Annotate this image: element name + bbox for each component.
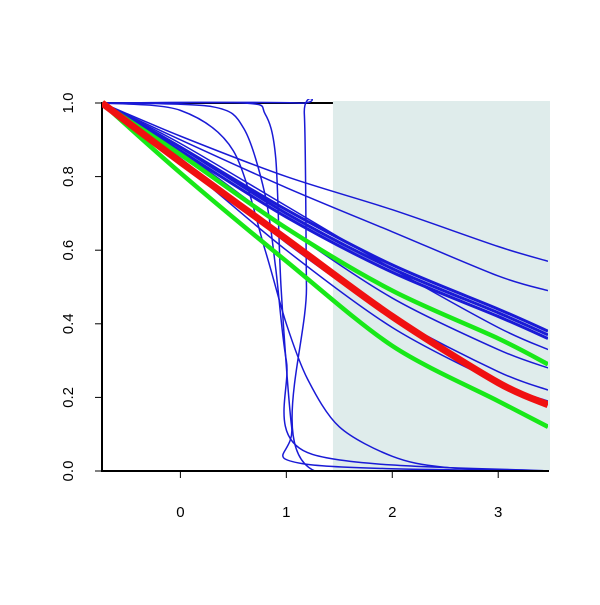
x-tick-label: 0 bbox=[176, 504, 184, 521]
x-tick-label: 1 bbox=[282, 504, 290, 521]
curve bbox=[102, 101, 548, 337]
curve bbox=[102, 100, 548, 408]
curve bbox=[102, 101, 548, 367]
y-tick-label: 0.6 bbox=[60, 240, 77, 261]
y-tick-label: 1.0 bbox=[60, 93, 77, 114]
curve bbox=[102, 102, 548, 292]
curve bbox=[102, 102, 548, 262]
curve bbox=[102, 102, 548, 471]
y-tick-label: 0.2 bbox=[60, 387, 77, 408]
curve bbox=[102, 102, 548, 351]
curve bbox=[102, 102, 548, 471]
y-tick-label: 0.0 bbox=[60, 461, 77, 482]
x-tick-label: 3 bbox=[494, 504, 502, 521]
curve bbox=[102, 101, 548, 471]
curve bbox=[102, 101, 548, 429]
x-tick-label: 2 bbox=[388, 504, 396, 521]
y-tick-label: 0.8 bbox=[60, 166, 77, 187]
y-tick-label: 0.4 bbox=[60, 313, 77, 334]
